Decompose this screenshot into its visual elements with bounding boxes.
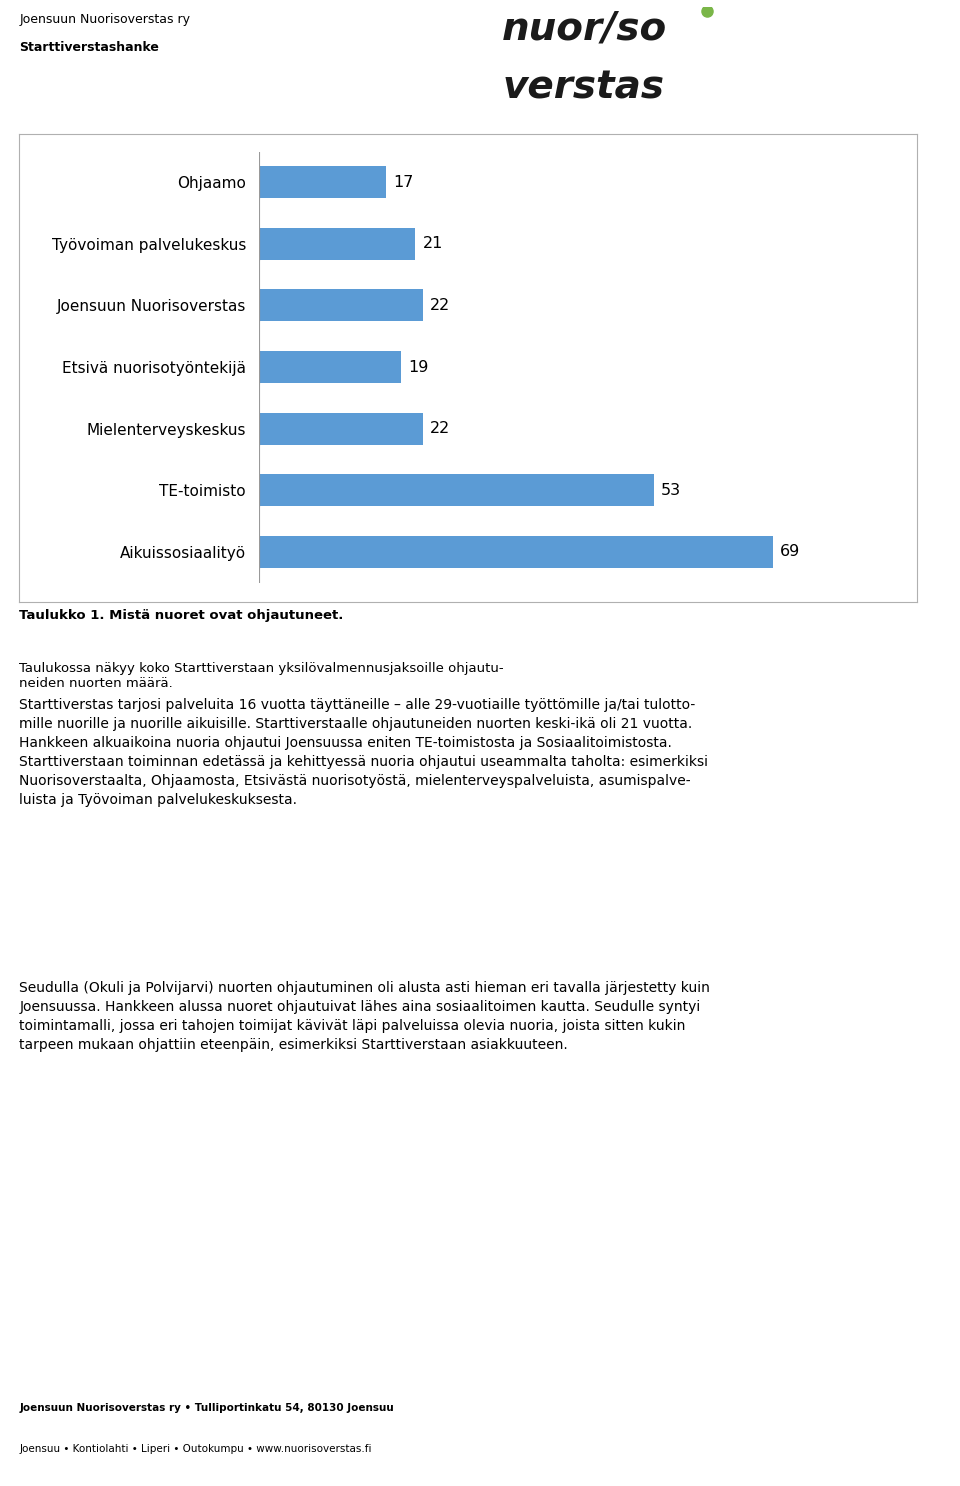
Text: Taulukko 1. Mistä nuoret ovat ohjautuneet.: Taulukko 1. Mistä nuoret ovat ohjautunee…	[19, 609, 344, 623]
Bar	[259, 290, 422, 321]
Bar	[259, 166, 386, 198]
Bar	[259, 536, 773, 568]
Text: Joensuun Nuorisoverstas ry • Tulliportinkatu 54, 80130 Joensuu: Joensuun Nuorisoverstas ry • Tulliportin…	[19, 1403, 394, 1413]
Text: Taulukossa näkyy koko Starttiverstaan yksilövalmennusjaksoille ohjautu-
neiden n: Taulukossa näkyy koko Starttiverstaan yk…	[19, 663, 504, 691]
Text: Seudulla (Okuli ja Polvijarvi) nuorten ohjautuminen oli alusta asti hieman eri t: Seudulla (Okuli ja Polvijarvi) nuorten o…	[19, 981, 710, 1052]
Text: verstas: verstas	[502, 68, 664, 107]
Bar	[259, 351, 400, 383]
Text: 19: 19	[408, 360, 428, 374]
Text: Starttiverstas tarjosi palveluita 16 vuotta täyttäneille – alle 29-vuotiaille ty: Starttiverstas tarjosi palveluita 16 vuo…	[19, 698, 708, 807]
Text: 21: 21	[422, 236, 444, 251]
Bar	[259, 227, 416, 260]
Text: 69: 69	[780, 544, 801, 559]
Text: 53: 53	[660, 483, 681, 498]
Text: Joensuu • Kontiolahti • Liperi • Outokumpu • www.nuorisoverstas.fi: Joensuu • Kontiolahti • Liperi • Outokum…	[19, 1444, 372, 1453]
Bar	[259, 413, 422, 444]
Text: nuor/so: nuor/so	[502, 10, 667, 48]
Text: 22: 22	[430, 421, 450, 435]
Text: 17: 17	[394, 175, 414, 190]
Text: Starttiverstashanke: Starttiverstashanke	[19, 42, 159, 55]
Bar	[259, 474, 654, 507]
Text: Joensuun Nuorisoverstas ry: Joensuun Nuorisoverstas ry	[19, 13, 190, 27]
Text: 22: 22	[430, 299, 450, 314]
